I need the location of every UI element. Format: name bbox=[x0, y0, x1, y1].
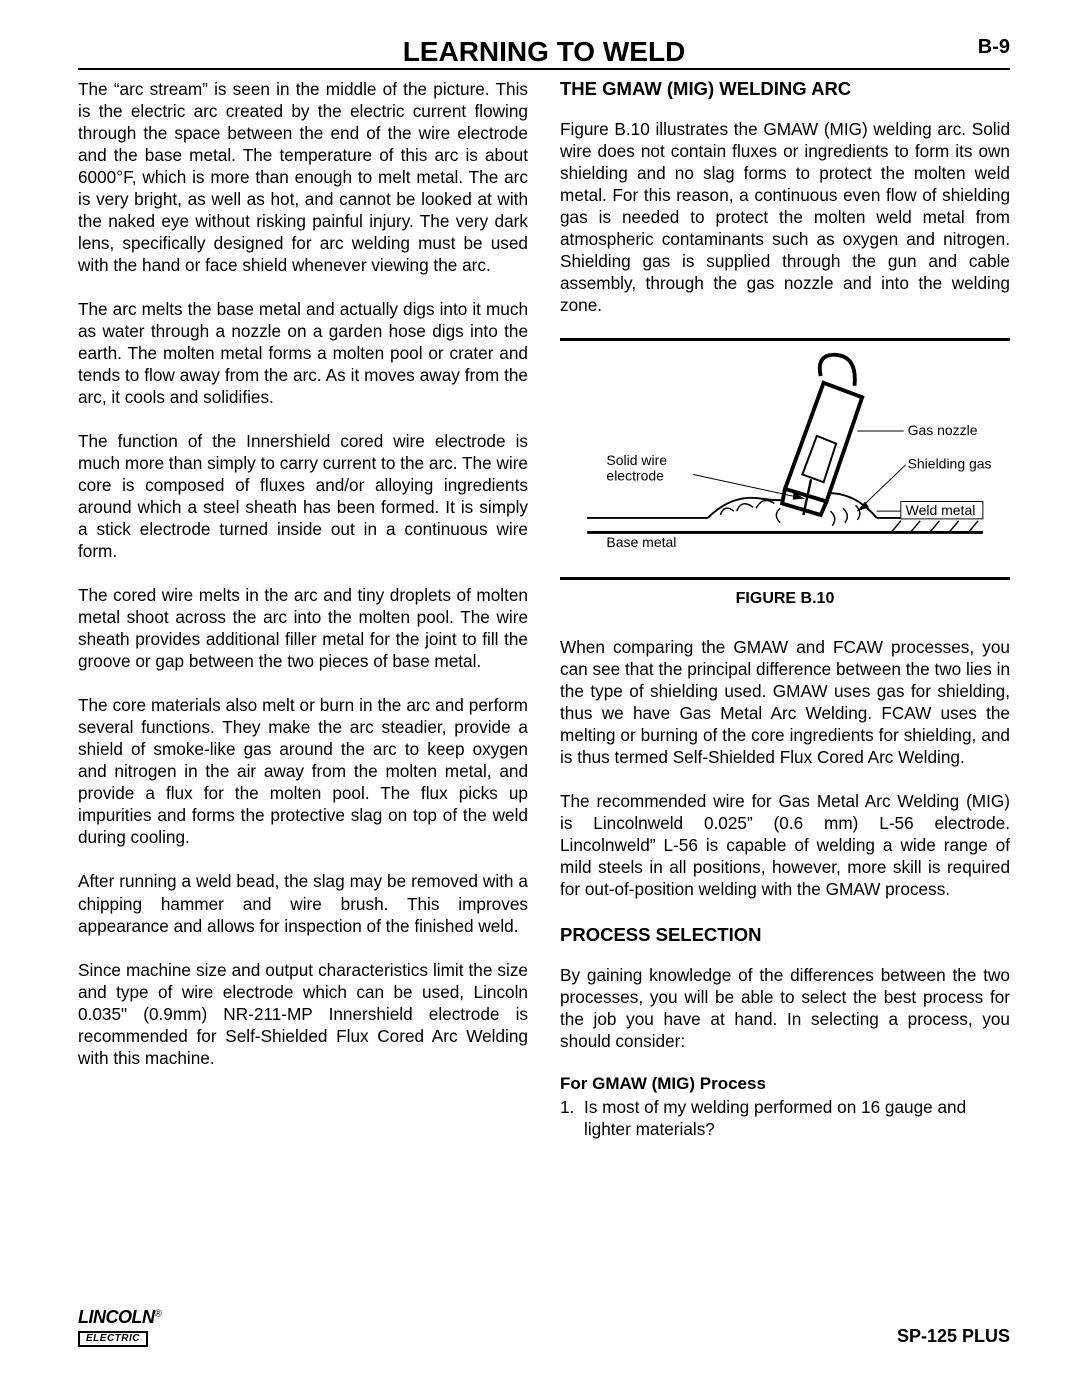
label-solid-wire: Solid wire electrode bbox=[606, 452, 671, 483]
subheading-process-selection: PROCESS SELECTION bbox=[560, 924, 1010, 946]
label-base-metal: Base metal bbox=[606, 534, 676, 550]
list-item: 1. Is most of my welding performed on 16… bbox=[560, 1096, 1010, 1140]
logo-wordmark: LINCOLN bbox=[78, 1307, 155, 1327]
body-paragraph: The “arc stream” is seen in the middle o… bbox=[78, 78, 528, 276]
label-gas-nozzle: Gas nozzle bbox=[908, 422, 978, 438]
registered-mark-icon: ® bbox=[155, 1309, 162, 1320]
page-number: B-9 bbox=[978, 36, 1010, 59]
logo-subtext: ELECTRIC bbox=[78, 1331, 148, 1347]
page-header: LEARNING TO WELD B-9 bbox=[78, 36, 1010, 44]
header-rule bbox=[78, 68, 1010, 70]
list-number: 1. bbox=[560, 1096, 584, 1140]
body-paragraph: When comparing the GMAW and FCAW process… bbox=[560, 636, 1010, 768]
body-paragraph: Since machine size and output characteri… bbox=[78, 959, 528, 1069]
list-text: Is most of my welding performed on 16 ga… bbox=[584, 1096, 1010, 1140]
label-shielding-gas: Shielding gas bbox=[908, 456, 992, 472]
body-paragraph: The cored wire melts in the arc and tiny… bbox=[78, 584, 528, 672]
section-title: LEARNING TO WELD bbox=[403, 36, 686, 68]
welding-arc-diagram: Gas nozzle Shielding gas Weld metal Soli… bbox=[560, 349, 1010, 571]
left-column: The “arc stream” is seen in the middle o… bbox=[78, 78, 528, 1140]
lincoln-logo: LINCOLN® ELECTRIC bbox=[78, 1308, 162, 1347]
page-footer: LINCOLN® ELECTRIC SP-125 PLUS bbox=[78, 1308, 1010, 1347]
body-paragraph: The function of the Innershield cored wi… bbox=[78, 430, 528, 562]
content-area: The “arc stream” is seen in the middle o… bbox=[78, 78, 1010, 1140]
figure-caption: FIGURE B.10 bbox=[560, 590, 1010, 608]
right-column: THE GMAW (MIG) WELDING ARC Figure B.10 i… bbox=[560, 78, 1010, 1140]
body-paragraph: By gaining knowledge of the differences … bbox=[560, 964, 1010, 1052]
model-number: SP-125 PLUS bbox=[897, 1326, 1010, 1347]
body-paragraph: The arc melts the base metal and actuall… bbox=[78, 298, 528, 408]
subheading-gmaw: THE GMAW (MIG) WELDING ARC bbox=[560, 78, 1010, 100]
body-paragraph: The core materials also melt or burn in … bbox=[78, 694, 528, 848]
body-paragraph: The recommended wire for Gas Metal Arc W… bbox=[560, 790, 1010, 900]
body-paragraph: Figure B.10 illustrates the GMAW (MIG) w… bbox=[560, 118, 1010, 316]
body-paragraph: After running a weld bead, the slag may … bbox=[78, 870, 528, 936]
list-heading: For GMAW (MIG) Process bbox=[560, 1074, 1010, 1094]
figure-b10: Gas nozzle Shielding gas Weld metal Soli… bbox=[560, 338, 1010, 580]
label-weld-metal: Weld metal bbox=[906, 502, 976, 518]
